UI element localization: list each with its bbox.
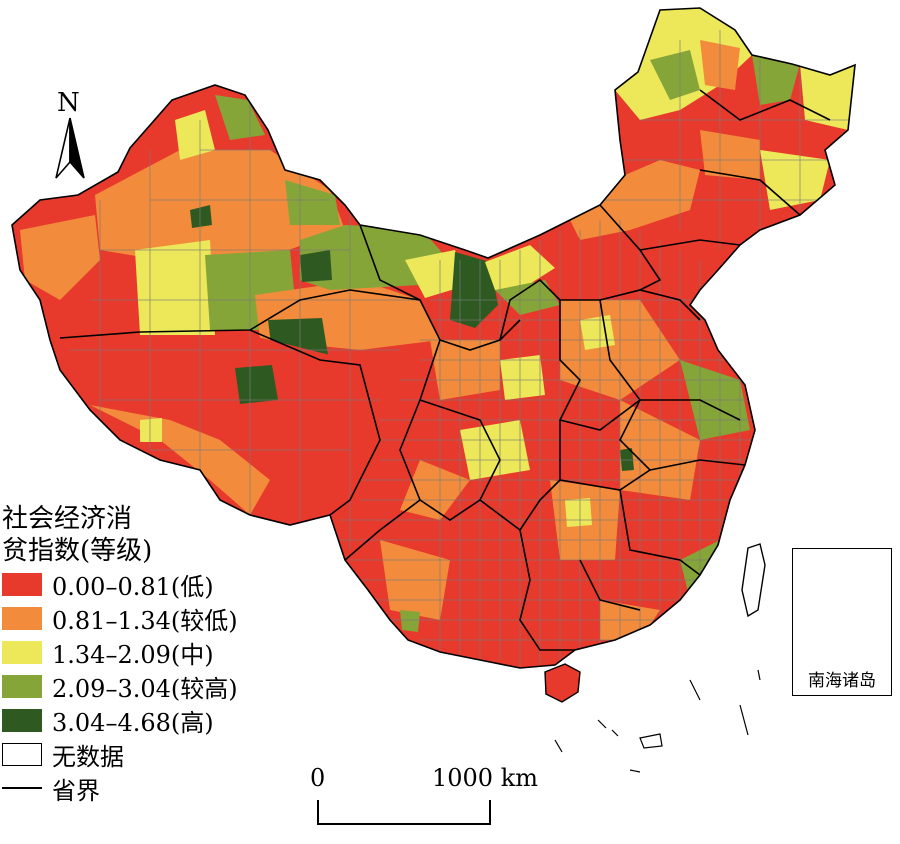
legend-title-line1: 社会经济消 <box>2 504 133 534</box>
region-patch <box>650 50 700 100</box>
boundary-line-sample <box>2 787 42 789</box>
north-arrow-icon <box>55 117 85 179</box>
region-patch <box>190 205 212 228</box>
legend-item: 0.81–1.34(较低) <box>2 601 322 635</box>
region-patch <box>800 64 855 130</box>
region-patch <box>565 498 592 527</box>
province-line <box>479 469 651 532</box>
region-patch <box>135 240 215 335</box>
legend: 社会经济消 贫指数(等级) 0.00–0.81(低) 0.81–1.34(较低)… <box>2 503 322 805</box>
region-patch <box>400 460 470 520</box>
country-outline <box>11 7 856 669</box>
region-patch <box>400 610 420 632</box>
province-line <box>640 399 741 421</box>
province-line <box>249 329 381 516</box>
scale-bar-graphic <box>317 800 491 825</box>
region-patch <box>752 55 800 105</box>
legend-item: 2.09–3.04(较高) <box>2 669 322 703</box>
region-patch <box>20 215 100 300</box>
scale-start-label: 0 <box>310 764 326 792</box>
province-line <box>519 529 575 651</box>
no-data-swatch <box>2 742 42 766</box>
region-patch <box>300 250 332 282</box>
choropleth-fill <box>12 8 855 668</box>
region-patch <box>495 280 560 315</box>
south-china-sea-inset: 南海诸岛 <box>792 548 892 696</box>
region-patch <box>95 150 345 260</box>
province-line <box>579 559 641 611</box>
region-patch <box>700 130 760 180</box>
legend-label: 1.34–2.09(中) <box>52 640 214 669</box>
scale-end-label: 1000 km <box>432 764 539 792</box>
region-patch <box>285 180 340 225</box>
region-patch <box>760 150 830 210</box>
legend-title-line2: 贫指数(等级) <box>2 536 153 566</box>
legend-item: 3.04–4.68(高) <box>2 703 322 737</box>
legend-label: 0.81–1.34(较低) <box>52 606 238 635</box>
legend-label: 2.09–3.04(较高) <box>52 674 238 703</box>
legend-swatch <box>2 572 42 596</box>
province-line <box>699 169 801 216</box>
north-arrow: N <box>48 90 92 182</box>
region-patch <box>405 250 468 298</box>
legend-label: 0.00–0.81(低) <box>52 572 214 601</box>
region-patch <box>175 110 215 160</box>
scale-bar: 0 1000 km <box>298 764 558 834</box>
legend-label: 3.04–4.68(高) <box>52 708 214 737</box>
region-patch <box>430 340 500 400</box>
province-line <box>344 339 441 561</box>
region-patch <box>500 355 545 400</box>
region-patch <box>235 365 278 404</box>
legend-swatch <box>2 606 42 630</box>
province-line <box>59 289 421 339</box>
boundary-label: 省界 <box>52 776 100 805</box>
legend-swatch <box>2 674 42 698</box>
inset-label: 南海诸岛 <box>808 671 876 691</box>
taiwan-island <box>741 543 766 618</box>
province-boundaries <box>11 7 856 669</box>
region-patch <box>450 252 498 328</box>
province-line <box>639 239 741 251</box>
hainan-island <box>544 663 581 703</box>
province-line <box>419 399 501 521</box>
region-patch <box>90 405 270 515</box>
province-line <box>619 489 701 576</box>
north-label: N <box>57 88 80 118</box>
province-line <box>599 204 662 291</box>
no-data-label: 无数据 <box>52 742 124 771</box>
province-line <box>559 399 641 431</box>
region-patch <box>620 448 634 471</box>
legend-item-no-data: 无数据 <box>2 737 322 771</box>
legend-item: 0.00–0.81(低) <box>2 567 322 601</box>
legend-item: 1.34–2.09(中) <box>2 635 322 669</box>
region-patch <box>140 418 162 442</box>
south-islands <box>554 669 761 773</box>
legend-swatch <box>2 640 42 664</box>
region-patch <box>215 95 265 140</box>
province-line <box>599 299 746 471</box>
province-line <box>699 89 831 121</box>
legend-item-boundary: 省界 <box>2 771 322 805</box>
legend-swatch <box>2 708 42 732</box>
province-line <box>499 278 581 480</box>
